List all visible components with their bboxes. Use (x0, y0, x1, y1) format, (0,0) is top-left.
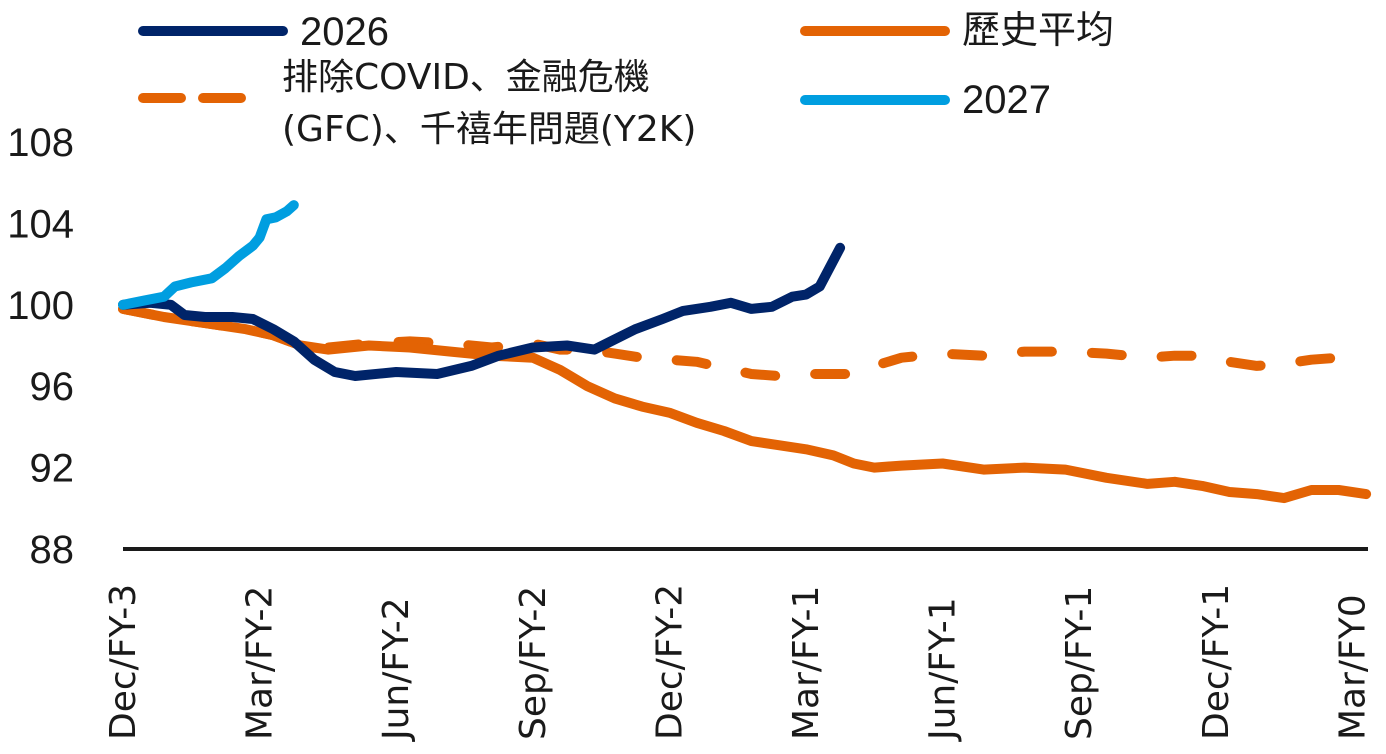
legend-label-2026: 2026 (300, 10, 389, 54)
x-tick-label: Dec/FY-3 (103, 584, 144, 740)
x-axis-ticks: Dec/FY-3 Mar/FY-2 Jun/FY-2 Sep/FY-2 Dec/FY-2… (103, 584, 1373, 742)
x-tick-label: Mar/FY-2 (240, 586, 281, 740)
y-tick-label: 104 (7, 202, 74, 246)
legend-swatch-historical-average (800, 26, 950, 36)
legend-label-2027: 2027 (962, 78, 1051, 122)
x-tick-label: Sep/FY-2 (513, 586, 554, 740)
legend-swatch-excluding-crises-dash2 (198, 93, 246, 103)
y-tick-label: 92 (30, 447, 75, 491)
legend-label-excluding-crises-line2: (GFC)、千禧年問題(Y2K) (282, 109, 697, 150)
series-line-historical-average (118, 303, 1372, 504)
y-tick-label: 108 (7, 121, 74, 165)
series-line-2027 (118, 200, 299, 310)
y-tick-label: 88 (30, 528, 75, 572)
legend-swatch-2027 (800, 95, 950, 105)
x-tick-label: Jun/FY-1 (923, 597, 964, 742)
x-tick-label: Dec/FY-2 (649, 584, 690, 740)
legend-label-historical-average: 歷史平均 (962, 8, 1115, 52)
series-line-2026 (118, 242, 846, 381)
y-axis-ticks: 88 92 96 100 104 108 (7, 121, 74, 572)
x-tick-label: Mar/FY-1 (786, 586, 827, 740)
series-layer (118, 200, 1372, 504)
x-tick-label: Mar/FY0 (1332, 594, 1373, 740)
x-tick-label: Jun/FY-2 (376, 597, 417, 742)
y-tick-label: 96 (30, 365, 75, 409)
legend-label-excluding-crises-line1: 排除COVID、金融危機 (282, 57, 650, 98)
legend-swatch-excluding-crises-dash1 (138, 93, 186, 103)
legend-swatch-2026 (138, 26, 288, 36)
x-tick-label: Sep/FY-1 (1059, 586, 1100, 740)
y-tick-label: 100 (7, 284, 74, 328)
x-tick-label: Dec/FY-1 (1196, 584, 1237, 740)
